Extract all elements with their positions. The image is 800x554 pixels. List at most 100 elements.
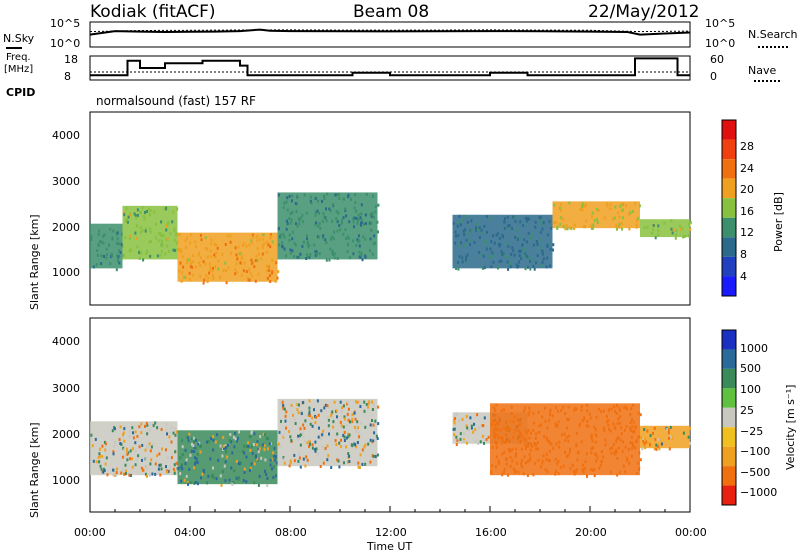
velocity-speckle	[340, 445, 342, 449]
velocity-speckle	[229, 433, 232, 436]
power-speckle	[350, 198, 352, 202]
velocity-speckle	[609, 470, 612, 474]
velocity-speckle	[521, 465, 523, 469]
velocity-speckle	[564, 450, 566, 454]
velocity-speckle	[242, 479, 245, 482]
velocity-speckle	[118, 438, 121, 441]
power-speckle	[618, 215, 621, 219]
velocity-speckle	[348, 433, 351, 437]
velocity-speckle	[548, 459, 551, 463]
power-speckle	[522, 224, 525, 227]
power-speckle	[111, 236, 114, 240]
velocity-speckle	[140, 431, 143, 435]
velocity-speckle	[629, 426, 632, 430]
power-speckle	[116, 242, 119, 245]
velocity-speckle	[215, 433, 218, 437]
velocity-speckle	[632, 420, 635, 424]
power-speckle	[489, 255, 491, 259]
power-speckle	[105, 253, 108, 256]
velocity-speckle	[214, 440, 217, 444]
velocity-speckle	[188, 467, 191, 471]
power-speckle	[552, 243, 555, 247]
power-speckle	[116, 259, 119, 263]
xtick-1: 04:00	[174, 526, 206, 539]
velocity-speckle	[520, 462, 523, 466]
velocity-speckle	[99, 464, 102, 468]
power-speckle	[120, 242, 123, 246]
velocity-speckle	[371, 454, 374, 458]
velocity-speckle	[175, 430, 178, 434]
velocity-speckle	[602, 455, 605, 459]
velocity-speckle	[207, 440, 210, 444]
velocity-speckle	[190, 437, 193, 441]
velocity-speckle	[239, 461, 242, 465]
velocity-speckle	[639, 413, 642, 417]
velocity-speckle	[554, 457, 557, 461]
power-speckle	[243, 261, 246, 265]
power-speckle	[126, 220, 129, 224]
power-speckle	[516, 265, 519, 269]
velocity-speckle	[237, 477, 240, 481]
velocity-cbar-tick-1: 500	[740, 362, 761, 375]
power-speckle	[260, 257, 263, 261]
power-speckle	[191, 265, 194, 269]
beam-title: Beam 08	[353, 2, 430, 22]
velocity-cbar-tick-0: 1000	[740, 342, 768, 355]
power-speckle	[506, 215, 509, 219]
velocity-speckle	[667, 431, 670, 435]
velocity-speckle	[454, 417, 456, 420]
velocity-speckle	[261, 443, 264, 447]
power-speckle	[333, 252, 336, 256]
velocity-speckle	[264, 469, 266, 473]
velocity-speckle	[551, 414, 554, 418]
velocity-cbar-tick-3: 25	[740, 404, 754, 417]
velocity-speckle	[196, 482, 199, 486]
velocity-speckle	[345, 423, 348, 427]
velocity-speckle	[283, 457, 286, 461]
velocity-speckle	[345, 436, 348, 440]
velocity-speckle	[481, 434, 484, 438]
velocity-speckle	[623, 405, 626, 409]
power-speckle	[501, 234, 504, 237]
power-speckle	[331, 235, 334, 239]
power-speckle	[670, 219, 673, 223]
velocity-speckle	[576, 450, 579, 454]
power-speckle	[166, 223, 169, 226]
velocity-speckle	[146, 474, 148, 478]
power-speckle	[635, 223, 638, 227]
velocity-speckle	[251, 451, 254, 455]
power-speckle	[155, 222, 157, 226]
velocity-speckle	[311, 416, 314, 420]
velocity-speckle	[521, 459, 523, 462]
velocity-ytick-1000: 1000	[52, 474, 80, 487]
power-speckle	[202, 260, 205, 264]
power-speckle	[483, 266, 486, 270]
velocity-speckle	[522, 472, 525, 476]
velocity-speckle	[355, 445, 358, 449]
power-speckle	[293, 255, 295, 258]
velocity-speckle	[567, 405, 570, 409]
velocity-speckle	[112, 473, 115, 477]
velocity-speckle	[156, 454, 158, 458]
velocity-speckle	[599, 463, 602, 467]
power-speckle	[592, 223, 595, 227]
power-speckle	[357, 213, 360, 217]
velocity-speckle	[634, 425, 637, 429]
velocity-speckle	[280, 401, 283, 405]
velocity-speckle	[288, 464, 291, 468]
velocity-speckle	[364, 462, 367, 466]
velocity-speckle	[105, 456, 108, 460]
velocity-speckle	[558, 445, 561, 449]
power-speckle	[224, 261, 227, 265]
power-speckle	[215, 243, 218, 247]
velocity-speckle	[289, 459, 292, 463]
velocity-speckle	[585, 452, 588, 456]
power-speckle	[115, 268, 118, 272]
velocity-speckle	[132, 436, 135, 440]
velocity-speckle	[580, 440, 583, 444]
velocity-speckle	[655, 443, 658, 447]
velocity-speckle	[219, 444, 222, 448]
power-speckle	[318, 211, 321, 215]
power-speckle	[323, 215, 326, 219]
velocity-speckle	[253, 462, 256, 466]
